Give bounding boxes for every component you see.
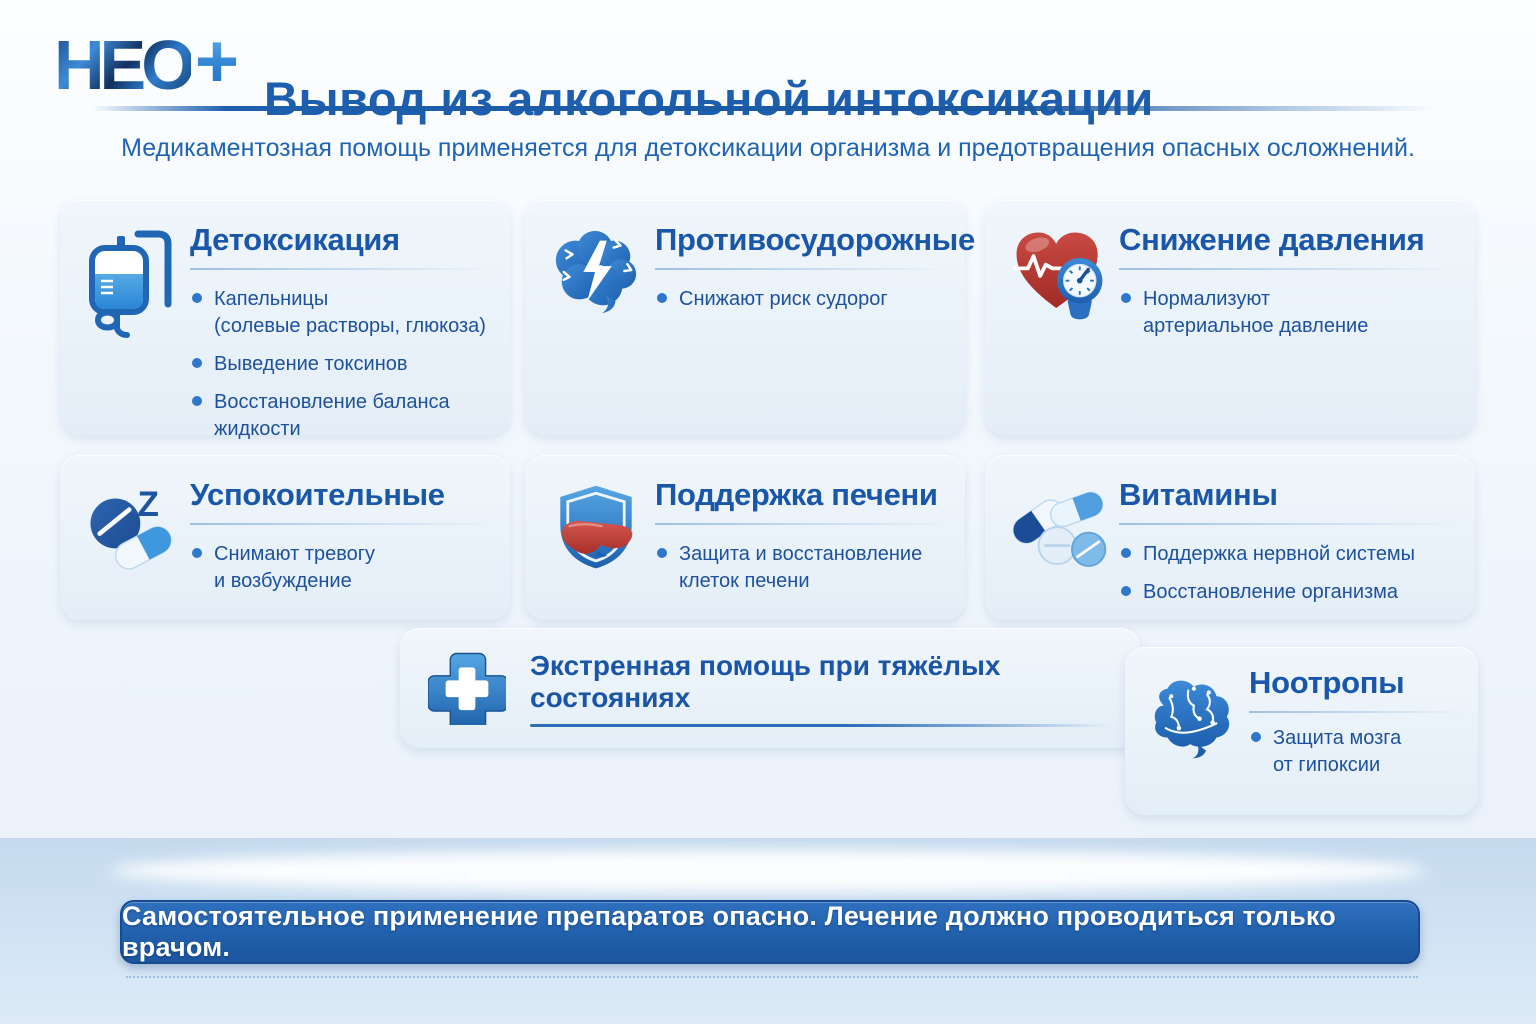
- page-subtitle: Медикаментозная помощь применяется для д…: [121, 134, 1415, 162]
- card-vitamins: Витамины Поддержка нервной системы Восст…: [985, 455, 1475, 620]
- bullet-dot: [1121, 586, 1131, 596]
- banner-title: Экстренная помощь при тяжёлых состояниях: [530, 649, 1001, 713]
- background-highlight: [110, 850, 1426, 892]
- card-nootropics: Ноотропы Защита мозга от гипоксии: [1125, 647, 1478, 815]
- card-anticonvulsants: Противосудорожные Снижают риск судорог: [525, 200, 975, 435]
- bullet-list: Поддержка нервной системы Восстановление…: [1119, 541, 1457, 606]
- bullet-text: Восстановление организма: [1143, 581, 1399, 603]
- bullet-dot: [192, 358, 202, 368]
- bullet-dot: [1121, 548, 1131, 558]
- card-blood-pressure: Снижение давления Нормализуют артериальн…: [985, 200, 1475, 435]
- bullet-item: Поддержка нервной системы: [1119, 541, 1457, 568]
- emergency-banner: Экстренная помощь при тяжёлых состояниях: [400, 628, 1140, 748]
- svg-text:Z: Z: [138, 485, 159, 524]
- shield-liver-icon: [549, 479, 645, 606]
- banner-underline: [530, 723, 1112, 727]
- bullet-item: Снижают риск судорог: [655, 286, 947, 313]
- bullet-text: Снижают риск судорог: [679, 288, 888, 310]
- card-liver-support: Поддержка печени Защита и восстановление…: [525, 455, 965, 620]
- bullet-text: Поддержка нервной системы: [1143, 543, 1416, 565]
- card-title: Детоксикация: [190, 222, 400, 257]
- card-sedatives: Z Успокоительные Снимают тревогу и возбу…: [60, 455, 510, 620]
- heart-pressure-gauge-icon: [1009, 224, 1109, 421]
- bullet-dot: [192, 293, 202, 303]
- bullet-list: Защита мозга от гипоксии: [1249, 725, 1464, 779]
- bullet-text: Снимают тревогу и возбуждение: [214, 543, 376, 592]
- iv-drip-icon: [84, 224, 180, 421]
- bullet-text: Защита и восстановление клеток печени: [679, 543, 923, 592]
- title-underline: [655, 268, 947, 270]
- footer-dotted-divider: [126, 976, 1418, 978]
- bullet-list: Снижают риск судорог: [655, 286, 947, 313]
- bullet-dot: [1251, 732, 1261, 742]
- warning-banner: Самостоятельное применение препаратов оп…: [120, 900, 1420, 964]
- bullet-list: Защита и восстановление клеток печени: [655, 541, 947, 595]
- card-title: Поддержка печени: [655, 477, 938, 512]
- warning-text: Самостоятельное применение препаратов оп…: [122, 901, 1336, 962]
- bullet-item: Капельницы (солевые растворы, глюкоза): [190, 286, 492, 340]
- page-title: Вывод из алкогольной интоксикации: [264, 72, 1154, 126]
- card-title: Снижение давления: [1119, 222, 1425, 257]
- title-underline: [1119, 268, 1457, 270]
- title-underline: [655, 523, 947, 525]
- bullet-text: Восстановление баланса жидкости: [214, 391, 450, 440]
- brain-lightning-icon: [549, 224, 645, 421]
- title-underline: [190, 523, 492, 525]
- title-underline: [190, 268, 492, 270]
- logo-plus-icon: +: [194, 19, 240, 104]
- bullet-item: Восстановление баланса жидкости: [190, 389, 492, 443]
- brain-icon: [1145, 667, 1239, 805]
- bullet-dot: [657, 548, 667, 558]
- header-divider: [92, 106, 1437, 111]
- bullet-dot: [192, 396, 202, 406]
- bullet-text: Капельницы (солевые растворы, глюкоза): [214, 288, 486, 337]
- bullet-list: Капельницы (солевые растворы, глюкоза) В…: [190, 286, 492, 443]
- bullet-item: Нормализуют артериальное давление: [1119, 286, 1457, 340]
- bullet-dot: [192, 548, 202, 558]
- bullet-item: Выведение токсинов: [190, 351, 492, 378]
- bullet-item: Снимают тревогу и возбуждение: [190, 541, 492, 595]
- card-title: Витамины: [1119, 477, 1278, 512]
- bullet-dot: [1121, 293, 1131, 303]
- bullet-dot: [657, 293, 667, 303]
- vitamin-pills-icon: [1009, 479, 1109, 606]
- bullet-item: Защита мозга от гипоксии: [1249, 725, 1464, 779]
- bullet-text: Выведение токсинов: [214, 353, 408, 375]
- bullet-item: Восстановление организма: [1119, 579, 1457, 606]
- card-detox: Детоксикация Капельницы (солевые раствор…: [60, 200, 510, 440]
- bullet-list: Нормализуют артериальное давление: [1119, 286, 1457, 340]
- bullet-list: Снимают тревогу и возбуждение: [190, 541, 492, 595]
- neo-plus-logo: НЕО +: [54, 24, 239, 104]
- card-title: Успокоительные: [190, 477, 445, 512]
- card-title: Противосудорожные: [655, 222, 975, 257]
- title-underline: [1249, 711, 1464, 713]
- bullet-item: Защита и восстановление клеток печени: [655, 541, 947, 595]
- card-title: Ноотропы: [1249, 665, 1405, 700]
- title-underline: [1119, 523, 1457, 525]
- bullet-text: Нормализуют артериальное давление: [1143, 288, 1369, 337]
- logo-text: НЕО: [54, 26, 196, 104]
- medical-cross-icon: [427, 647, 509, 734]
- sedative-pills-icon: Z: [84, 479, 180, 606]
- bullet-text: Защита мозга от гипоксии: [1273, 727, 1402, 776]
